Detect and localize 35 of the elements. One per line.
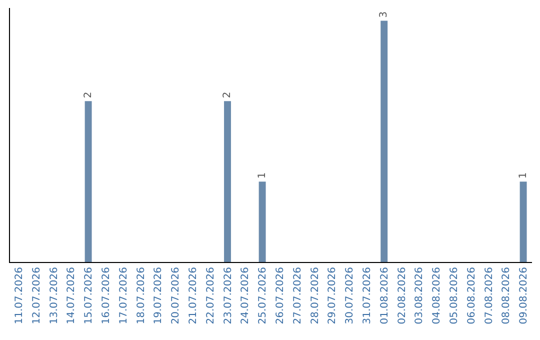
x-tick-label: 12.07.2026 xyxy=(31,267,42,324)
x-tick-label: 20.07.2026 xyxy=(170,267,182,324)
x-tick-label: 08.08.2026 xyxy=(501,267,512,324)
x-tick-label: 26.07.2026 xyxy=(274,267,286,324)
data-label: 1 xyxy=(518,172,529,179)
x-tick-label: 04.08.2026 xyxy=(432,267,443,324)
x-tick-label: 24.07.2026 xyxy=(240,267,252,324)
x-tick-label: 18.07.2026 xyxy=(136,267,147,324)
x-tick-label: 03.08.2026 xyxy=(414,267,426,324)
x-tick-label: 23.07.2026 xyxy=(222,267,234,324)
x-tick-label: 14.07.2026 xyxy=(66,267,78,324)
data-label: 2 xyxy=(222,92,233,98)
data-label: 2 xyxy=(82,92,94,98)
x-tick-label: 27.07.2026 xyxy=(292,267,304,324)
x-tick-label: 09.08.2026 xyxy=(518,267,530,324)
x-tick-label: 25.07.2026 xyxy=(258,267,269,324)
x-tick-label: 05.08.2026 xyxy=(448,267,460,324)
x-tick-label: 11.07.2026 xyxy=(14,267,25,324)
x-tick-label: 07.08.2026 xyxy=(484,267,495,324)
x-tick-label: 13.07.2026 xyxy=(48,267,60,324)
x-tick-label: 31.07.2026 xyxy=(362,267,373,324)
x-tick-label: 19.07.2026 xyxy=(153,267,164,324)
x-tick-label: 21.07.2026 xyxy=(188,267,199,324)
x-tick-label: 29.07.2026 xyxy=(327,267,338,324)
x-tick-label: 15.07.2026 xyxy=(84,267,95,324)
x-tick-label: 28.07.2026 xyxy=(310,267,321,324)
x-tick-label: 16.07.2026 xyxy=(100,267,112,324)
x-tick-label: 30.07.2026 xyxy=(344,267,356,324)
data-label: 3 xyxy=(378,11,390,18)
x-tick-label: 22.07.2026 xyxy=(205,267,216,324)
x-tick-label: 01.08.2026 xyxy=(379,267,390,324)
data-label: 1 xyxy=(256,172,268,179)
x-tick-label: 17.07.2026 xyxy=(118,267,130,324)
x-tick-label: 02.08.2026 xyxy=(396,267,408,324)
x-tick-label: 06.08.2026 xyxy=(466,267,478,324)
